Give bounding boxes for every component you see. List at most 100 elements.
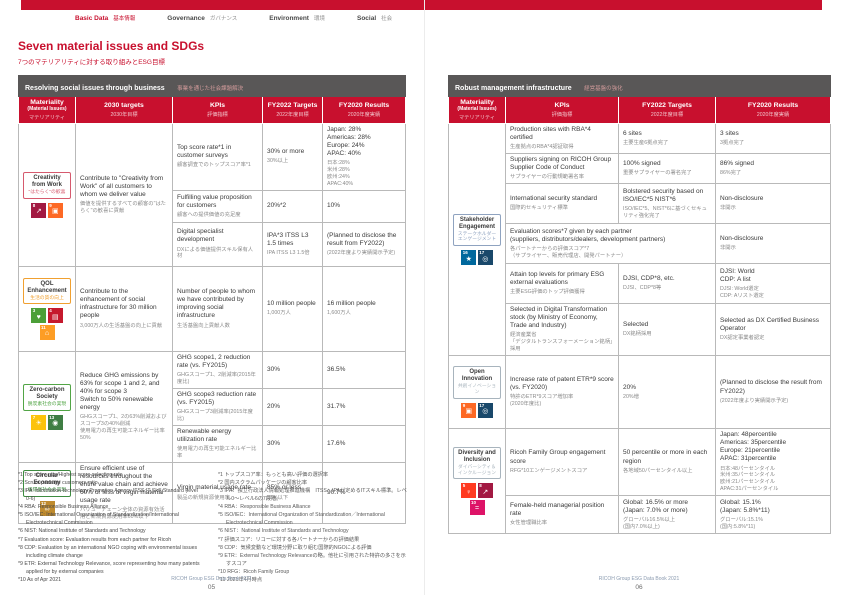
banner-title: Resolving social issues through business: [25, 85, 165, 92]
sdg-13-icon: 13 ◉: [47, 414, 63, 430]
banner-title-ja: 事業を通じた社会課題解決: [177, 86, 244, 92]
footnote: *6 NIST: National Institute of Standards…: [18, 528, 146, 535]
fy2022-target-cell: 20%: [262, 387, 323, 426]
materiality-box: Stakeholder Engagement ステークホルダーエンゲージメント: [453, 213, 501, 247]
fy2020-result-cell: 16 million people 1,600万人: [321, 265, 407, 352]
robust-management-table: Robust management infrastructure 経営基盤の強化…: [447, 75, 832, 535]
sdg-icon-group: 5 ♀ 8 ↗ 10 =: [460, 483, 494, 515]
footnote: *9 ETR: External Technology Relevance, s…: [18, 560, 200, 575]
top-red-bar: [21, 0, 822, 10]
fy2022-target-cell: 30%: [262, 424, 323, 463]
category-nav: Basic Data 基本情報 Governance ガバナンス Environ…: [75, 14, 392, 22]
fy2020-result-cell: (Planned to disclose the result from FY2…: [714, 355, 832, 430]
sdg-8-icon: 8 ↗: [31, 202, 47, 218]
right-page-footer: RICOH Group ESG Data Book 2021 06: [448, 576, 830, 591]
footnote: *3 IPA：独立行政法人情報処理推進機構 ITSS：IPAが定めるITスキル標…: [218, 488, 407, 503]
fy2022-target-cell: 10 million people 1,000万人: [262, 265, 323, 352]
kpi-cell: Digital specialist development DXによる価値提供ス…: [172, 221, 263, 267]
fy2020-result-cell: DJSI: World CDP: A list DJSI: World選定 CDP…: [714, 263, 832, 305]
sdg-4-icon: 4 ▤: [47, 308, 63, 324]
kpi-cell: Virgin material usage rate 製品の新規資源使用率: [172, 461, 263, 525]
fy2022-target-cell: IPA*3 ITSS L3 1.5 times IPA ITSS L3 1.5倍: [262, 221, 323, 267]
footnote: *5 ISO/IEC: International Organization o…: [18, 512, 179, 527]
sdg-icon-group: 12 ∞: [30, 500, 64, 516]
kpi-cell: Suppliers signing on RICOH Group Supplie…: [505, 152, 619, 185]
target-2030-cell: Contribute to "Creativity from Work" of …: [75, 122, 173, 267]
fy2022-target-cell: 30% or more 30%以上: [262, 122, 323, 191]
col-header-materiality: Materiality (Material Issues) マテリアリティ: [18, 96, 76, 124]
kpi-cell: Selected in Digital Transformation stock…: [505, 303, 619, 357]
fy2020-result-cell: Selected as DX Certified Business Operat…: [714, 303, 832, 357]
materiality-cell-stakeholder-engagement: Stakeholder Engagement ステークホルダーエンゲージメント …: [448, 122, 506, 357]
sdg-7-icon: 7 ☀: [31, 414, 47, 430]
fy2022-target-cell: 20% 20%増: [618, 355, 716, 430]
tab-label: Governance: [167, 15, 205, 22]
kpi-cell: Fulfilling value proposition for custome…: [172, 189, 263, 223]
kpi-cell: Production sites with RBA*4 certified 生産拠…: [505, 122, 619, 154]
tab-governance[interactable]: Governance ガバナンス: [167, 14, 237, 22]
materiality-box: Circular Economy 循環型社会の実現: [23, 470, 71, 497]
materiality-box: Diversity and Inclusion ダイバーシティ＆インクルージョン: [453, 447, 501, 480]
sdg-3-icon: 3 ♥: [31, 308, 47, 324]
col-header-materiality: Materiality (Material Issues) マテリアリティ: [448, 96, 506, 124]
fy2020-result-cell: Japan: 28% Americas: 28% Europe: 24% APA…: [321, 122, 407, 191]
banner-title-ja: 経営基盤の強化: [584, 86, 623, 92]
footnote: *10 RFG：Ricoh Family Group: [218, 568, 290, 575]
banner-title: Robust management infrastructure: [455, 85, 572, 92]
fy2020-result-cell: 3 sites 3拠点完了: [714, 122, 832, 154]
footnote: *2 国内スクラムパッケージの顧客比率: [218, 480, 308, 487]
materiality-box: QOL Enhancement 生活の質の向上: [23, 277, 71, 305]
materiality-cell-qol-enhancement: QOL Enhancement 生活の質の向上 3 ♥ 4 ▤ 11 ⌂: [18, 265, 76, 352]
fy2022-target-cell: 30%: [262, 350, 323, 389]
tab-environment[interactable]: Environment 環境: [269, 14, 325, 22]
sdg-16-icon: 16 ★: [461, 250, 477, 266]
col-header-kpis: KPIs 評価指標: [172, 96, 263, 124]
fy2022-target-cell: Bolstered security based on ISO/IEC*5 NI…: [618, 183, 716, 225]
target-2030-cell: Reduce GHG emissions by 63% for scope 1 …: [75, 350, 173, 463]
left-table-banner: Resolving social issues through business…: [17, 75, 407, 97]
col-header-2030-targets: 2030 targets 2030年目標: [75, 96, 173, 124]
fy2020-result-cell: 90.7%: [321, 461, 407, 525]
page-title: Seven material issues and SDGs 7つのマテリアリテ…: [18, 39, 204, 66]
tab-social[interactable]: Social 社会: [357, 14, 392, 22]
fy2020-result-cell: Japan: 48percentile Americas: 35percenti…: [714, 428, 832, 497]
kpi-cell: GHG scope3 reduction rate (vs. FY2015) GH…: [172, 387, 263, 426]
tab-label: Social: [356, 15, 377, 22]
footnote: *2 Scrum-package customers ratio: [18, 480, 98, 487]
kpi-cell: Number of people to whom we have contrib…: [172, 265, 263, 352]
page-divider: [424, 0, 425, 595]
fy2020-result-cell: 31.7%: [321, 387, 407, 426]
kpi-cell: Female-held managerial position rate 女性管理…: [505, 495, 619, 535]
book-title: RICOH Group ESG Data Book 2021: [171, 576, 252, 582]
tab-label: Environment: [269, 15, 309, 22]
tab-basic-data[interactable]: Basic Data 基本情報: [75, 14, 135, 22]
sdg-8-icon: 8 ↗: [477, 483, 493, 499]
col-header-fy2022-targets: FY2022 Targets 2022年度目標: [618, 96, 716, 124]
resolving-social-issues-table: Resolving social issues through business…: [17, 75, 407, 525]
sdg-icon-group: 16 ★ 17 ◎: [460, 250, 494, 266]
materiality-cell-creativity-from-work: Creativity from Work "はたらく"の歓喜 8 ↗ 9 ▣: [18, 122, 76, 267]
materiality-box: Open Innovation 共創イノベーション: [453, 366, 501, 399]
kpi-cell: International security standard 国際的セキュリティ…: [505, 183, 619, 225]
sdg-17-icon: 17 ◎: [477, 402, 493, 418]
sdg-17-icon: 17 ◎: [477, 250, 493, 266]
tab-label-ja: 基本情報: [113, 16, 136, 22]
col-header-fy2022-targets: FY2022 Targets 2022年度目標: [262, 96, 323, 124]
kpi-cell: GHG scope1, 2 reduction rate (vs. FY2015…: [172, 350, 263, 389]
footnote: *7 Evaluation score: Evaluation results …: [18, 536, 172, 543]
footnote: *7 評価スコア：リコーに対する各パートナーからの評価結果: [218, 536, 360, 543]
fy2020-result-cell: Non-disclosure 非開示: [714, 223, 832, 265]
sdg-icon-group: 7 ☀ 13 ◉: [30, 414, 64, 430]
fy2022-target-cell: DJSI, CDP*8, etc. DJSI、CDP*8等: [618, 263, 716, 305]
fy2020-result-cell: (Planned to disclose the result from FY2…: [321, 221, 407, 267]
tab-label-ja: ガバナンス: [209, 16, 238, 22]
fy2020-result-cell: 36.5%: [321, 350, 407, 389]
col-header-kpis: KPIs 評価指標: [505, 96, 619, 124]
sdg-9-icon: 9 ▣: [47, 202, 63, 218]
kpi-cell: Increase rate of patent ETR*9 score (vs.…: [505, 355, 619, 430]
tab-label-ja: 環境: [313, 16, 325, 22]
kpi-cell: Ricoh Family Group engagement score RFG*1…: [505, 428, 619, 497]
footnotes-english: *1 Top score rate/Highest score selectin…: [18, 471, 203, 584]
materiality-box: Creativity from Work "はたらく"の歓喜: [23, 172, 71, 199]
sdg-10-icon: 10 =: [469, 499, 485, 515]
